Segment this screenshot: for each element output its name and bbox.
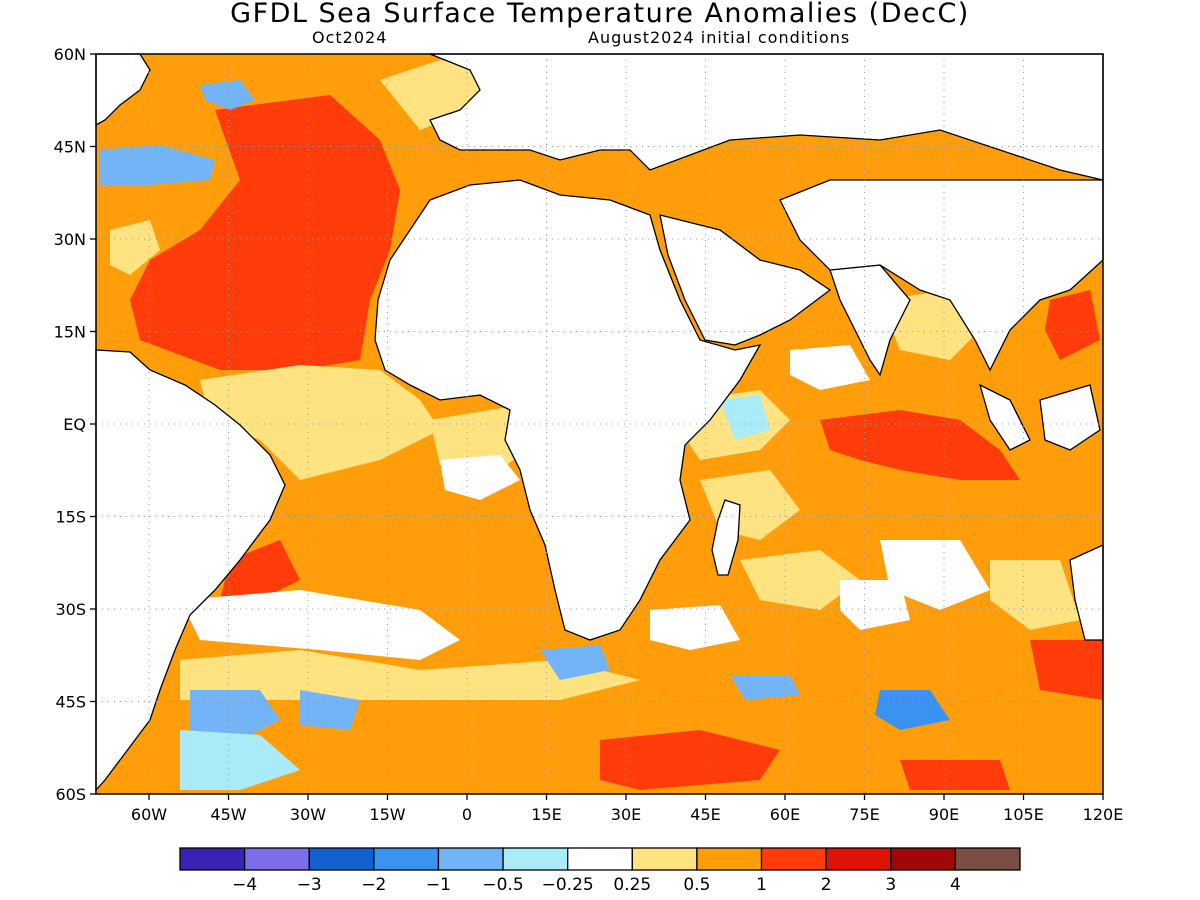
lon-tick-label: 60E — [770, 805, 800, 824]
colorbar-label: 0.5 — [683, 875, 710, 895]
land-masses — [95, 53, 1104, 792]
borneo-land — [1039, 384, 1101, 451]
lat-tick-label: 45S — [55, 693, 86, 712]
india-land — [829, 264, 911, 377]
anomaly-field — [96, 54, 1103, 794]
colorbar-swatch — [437, 847, 504, 871]
lon-tick-label: 60W — [131, 805, 167, 824]
lat-tick-label: 60S — [55, 785, 86, 804]
lon-tick-label: 15W — [369, 805, 405, 824]
europe-land — [429, 53, 1104, 181]
lon-tick-label: 15E — [531, 805, 561, 824]
lon-tick-label: 30E — [611, 805, 641, 824]
lat-tick-label: 30S — [55, 600, 86, 619]
colorbar-label: −3 — [297, 875, 322, 895]
australia-land — [1069, 543, 1104, 641]
colorbar-swatch — [760, 847, 827, 871]
lon-tick-label: 30W — [290, 805, 326, 824]
colorbar-swatch — [631, 847, 698, 871]
colorbar-label: 4 — [950, 875, 961, 895]
colorbar-label: −0.5 — [482, 875, 523, 895]
lat-tick-label: EQ — [63, 415, 86, 434]
madagascar-land — [711, 499, 741, 576]
lon-tick-label: 105E — [1003, 805, 1044, 824]
arabia-land — [659, 214, 832, 346]
lat-tick-label: 60N — [54, 45, 86, 64]
colorbar-label: 0.25 — [613, 875, 651, 895]
lon-tick-label: 0 — [462, 805, 472, 824]
lat-tick-label: 45N — [54, 138, 86, 157]
lon-tick-label: 120E — [1083, 805, 1124, 824]
africa-land — [374, 179, 762, 641]
south-america-land — [95, 349, 286, 792]
north-america-land — [95, 53, 151, 127]
lon-tick-label: 75E — [849, 805, 879, 824]
colorbar-swatch — [502, 847, 569, 871]
chart-title: GFDL Sea Surface Temperature Anomalies (… — [230, 0, 970, 29]
colorbar-boxes — [179, 847, 1021, 871]
colorbar-swatch — [179, 847, 246, 871]
colorbar-label: −4 — [232, 875, 257, 895]
colorbar-swatch — [373, 847, 440, 871]
initial-conditions: August2024 initial conditions — [588, 28, 851, 47]
lat-tick-label: 30N — [54, 230, 86, 249]
colorbar-label: −1 — [426, 875, 451, 895]
lat-tick-label: 15N — [54, 323, 86, 342]
colorbar-swatch — [954, 847, 1021, 871]
colorbar-label: 1 — [756, 875, 767, 895]
colorbar-swatch — [567, 847, 633, 871]
colorbar-label: 3 — [885, 875, 896, 895]
lon-tick-label: 90E — [929, 805, 959, 824]
colorbar-swatch — [890, 847, 957, 871]
colorbar-swatch — [696, 847, 763, 871]
latitude-axis: 60N 45N 30N 15N EQ 15S 30S 45S 60S — [54, 45, 96, 804]
colorbar-label: −2 — [361, 875, 386, 895]
colorbar-swatch — [308, 847, 375, 871]
colorbar-label: −0.25 — [542, 875, 594, 895]
lon-tick-label: 45W — [210, 805, 246, 824]
colorbar-labels: −4 −3 −2 −1 −0.5 −0.25 0.25 0.5 1 2 3 4 — [232, 875, 961, 895]
asia-land — [779, 179, 1104, 372]
colorbar-label: 2 — [821, 875, 832, 895]
colorbar-swatch — [825, 847, 892, 871]
indonesia-land — [978, 383, 1031, 451]
longitude-axis: 60W 45W 30W 15W 0 15E 30E 45E 60E 75E 90E 105E 120E — [131, 794, 1123, 824]
colorbar-swatch — [243, 847, 310, 871]
lat-tick-label: 15S — [55, 508, 86, 527]
forecast-month: Oct2024 — [312, 28, 388, 47]
lon-tick-label: 45E — [690, 805, 720, 824]
